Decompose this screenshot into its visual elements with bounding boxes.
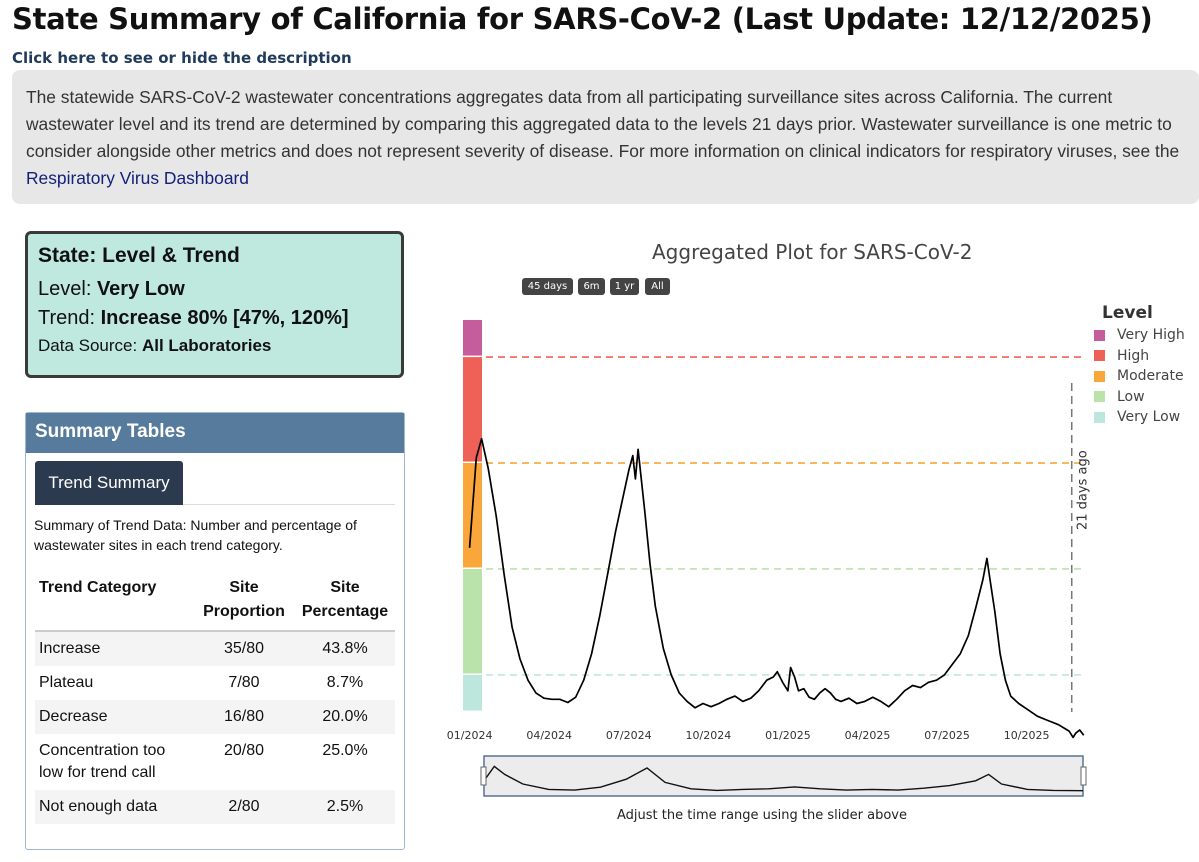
source-label: Data Source: <box>38 336 142 355</box>
x-axis-ticks: 01/2024 04/2024 07/2024 10/2024 01/2025 04/20… <box>447 729 1050 742</box>
legend-item-very-high[interactable]: Very High <box>1094 325 1185 346</box>
table-row: Increase 35/80 43.8% <box>35 631 395 666</box>
level-band-low <box>463 568 482 674</box>
row-percentage: 25.0% <box>322 742 368 759</box>
legend-label: Very High <box>1117 327 1185 344</box>
trend-label: Trend: <box>38 307 101 329</box>
row-proportion: 20/80 <box>223 742 265 759</box>
legend-item-high[interactable]: High <box>1094 346 1185 367</box>
x-tick-label: 04/2025 <box>845 729 891 742</box>
level-trend-card: State: Level & Trend Level: Very Low Tre… <box>25 231 404 378</box>
trend-summary-table: Trend Category Site Proportion Site Perc… <box>35 570 395 824</box>
row-percentage: 2.5% <box>326 798 364 815</box>
legend-label: Very Low <box>1117 409 1181 426</box>
row-percentage: 43.8% <box>322 640 368 657</box>
legend-swatch <box>1094 411 1105 423</box>
column-header-proportion: Site Proportion <box>203 579 285 620</box>
series-line <box>468 437 1085 739</box>
page-title: State Summary of California for SARS-CoV… <box>12 2 1153 36</box>
annotation-21-days: 21 days ago <box>1070 383 1091 712</box>
range-button-45-days[interactable]: 45 days <box>522 278 573 295</box>
level-band-very-low <box>463 674 482 711</box>
respiratory-virus-dashboard-link[interactable]: Respiratory Virus Dashboard <box>26 168 249 188</box>
row-category: Decrease <box>39 708 108 725</box>
trend-row: Trend: Increase 80% [47%, 120%] <box>38 307 391 330</box>
x-tick-label: 07/2025 <box>924 729 970 742</box>
legend-label: High <box>1117 347 1150 364</box>
legend-swatch <box>1094 350 1105 362</box>
level-label: Level: <box>38 278 97 300</box>
source-row: Data Source: All Laboratories <box>38 336 391 356</box>
row-proportion: 16/80 <box>223 708 265 725</box>
row-category: Plateau <box>39 674 94 691</box>
description-box: The statewide SARS-CoV-2 wastewater conc… <box>12 70 1199 204</box>
row-proportion: 2/80 <box>228 798 260 815</box>
row-category: Increase <box>39 640 101 657</box>
trend-summary-note: Summary of Trend Data: Number and percen… <box>34 517 357 553</box>
description-toggle-link[interactable]: Click here to see or hide the descriptio… <box>12 49 352 67</box>
legend-item-low[interactable]: Low <box>1094 387 1185 408</box>
table-row: Decrease 16/80 20.0% <box>35 700 395 734</box>
slider-caption: Adjust the time range using the slider a… <box>617 808 907 823</box>
row-percentage: 8.7% <box>326 674 364 691</box>
chart-title: Aggregated Plot for SARS-CoV-2 <box>652 240 973 264</box>
summary-tables-header: Summary Tables <box>26 413 404 453</box>
legend-item-moderate[interactable]: Moderate <box>1094 366 1185 387</box>
level-band-very-high <box>463 320 482 356</box>
summary-tables-panel: Summary Tables Trend Summary Summary of … <box>25 412 405 850</box>
table-row: Concentration too low for trend call 20/… <box>35 734 395 790</box>
slider-mini-series <box>483 765 1084 792</box>
legend-swatch <box>1094 370 1105 382</box>
row-category: Concentration too low for trend call <box>39 742 166 781</box>
table-row: Plateau 7/80 8.7% <box>35 666 395 700</box>
table-header-row: Trend Category Site Proportion Site Perc… <box>35 570 395 631</box>
series-path <box>468 437 1085 739</box>
x-tick-label: 10/2024 <box>686 729 732 742</box>
level-value: Very Low <box>96 278 185 300</box>
range-button-all[interactable]: All <box>645 278 670 295</box>
column-header-percentage: Site Percentage <box>301 579 389 620</box>
threshold-lines <box>486 356 1085 676</box>
slider-handle-left[interactable] <box>480 766 487 786</box>
legend-item-very-low[interactable]: Very Low <box>1094 407 1185 428</box>
legend-label: Low <box>1117 388 1145 405</box>
x-tick-label: 01/2025 <box>765 729 811 742</box>
x-tick-label: 01/2024 <box>447 729 493 742</box>
legend-swatch <box>1094 391 1105 403</box>
level-row: Level: Very Low <box>38 278 391 301</box>
legend-swatch <box>1094 329 1105 341</box>
range-button-1yr[interactable]: 1 yr <box>610 278 639 295</box>
range-slider[interactable] <box>480 755 1087 797</box>
tab-trend-summary[interactable]: Trend Summary <box>35 461 183 505</box>
chart-legend: Level Very High High Moderate Low Very L… <box>1094 303 1185 428</box>
table-row: Not enough data 2/80 2.5% <box>35 790 395 824</box>
x-tick-label: 04/2024 <box>526 729 572 742</box>
description-text: The statewide SARS-CoV-2 wastewater conc… <box>26 87 1180 161</box>
column-header-category: Trend Category <box>39 579 157 596</box>
range-button-6m[interactable]: 6m <box>578 278 605 295</box>
legend-label: Moderate <box>1117 368 1184 385</box>
level-card-title: State: Level & Trend <box>38 244 240 267</box>
row-percentage: 20.0% <box>322 708 368 725</box>
row-proportion: 7/80 <box>228 674 260 691</box>
source-value: All Laboratories <box>141 336 272 355</box>
x-tick-label: 07/2024 <box>606 729 652 742</box>
row-category: Not enough data <box>39 798 158 815</box>
level-band-high <box>463 357 482 462</box>
annotation-label: 21 days ago <box>1076 450 1091 530</box>
row-proportion: 35/80 <box>223 640 265 657</box>
legend-title: Level <box>1102 303 1153 323</box>
trend-value: Increase 80% [47%, 120%] <box>100 307 349 329</box>
slider-handle-right[interactable] <box>1080 766 1087 786</box>
x-tick-label: 10/2025 <box>1004 729 1050 742</box>
summary-tab-bar: Trend Summary <box>35 453 395 505</box>
